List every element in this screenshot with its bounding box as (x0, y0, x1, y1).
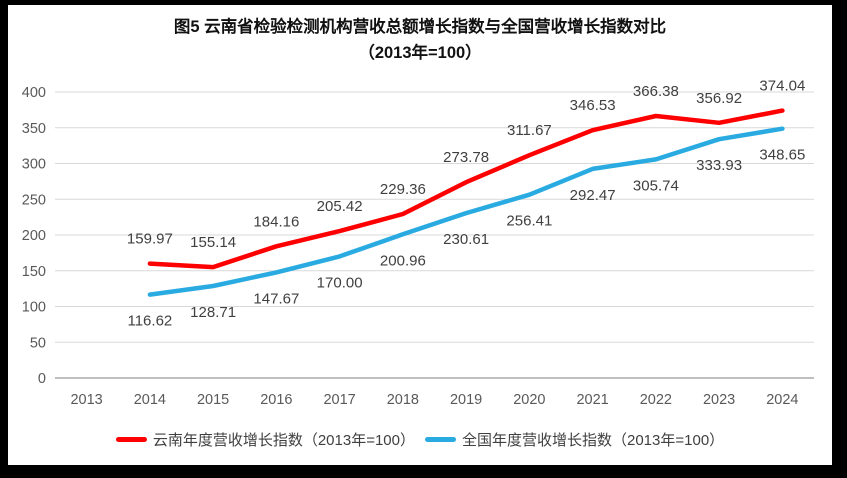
data-label: 116.62 (127, 313, 172, 330)
y-axis-tick-label: 0 (38, 371, 46, 387)
x-axis-tick-label: 2014 (134, 392, 166, 408)
data-label: 184.16 (253, 213, 299, 230)
data-label: 305.74 (633, 177, 679, 194)
data-label: 159.97 (127, 231, 173, 248)
legend-item-1: 全国年度营收增长指数（2013年=100） (425, 429, 724, 450)
data-label: 311.67 (507, 122, 552, 139)
legend-label: 全国年度营收增长指数（2013年=100） (462, 431, 725, 449)
data-label: 128.71 (190, 304, 236, 321)
x-axis-tick-label: 2023 (703, 392, 735, 408)
x-axis-tick-label: 2020 (513, 392, 545, 408)
line-chart: 0 50 100 150 200 250 300 350 400 2013 2014 2015 2016… (22, 78, 814, 408)
legend-line-marker (425, 436, 456, 442)
y-axis-tick-label: 300 (22, 157, 46, 173)
data-label: 200.96 (380, 252, 426, 269)
data-label: 170.00 (317, 274, 363, 291)
data-label: 374.04 (759, 78, 805, 95)
data-label: 230.61 (443, 231, 489, 248)
x-axis-tick-label: 2017 (323, 392, 355, 408)
data-label: 273.78 (443, 149, 489, 166)
data-label: 333.93 (696, 157, 742, 174)
data-label: 147.67 (253, 290, 299, 307)
chart-title-line2: （2013年=100） (358, 44, 482, 62)
legend-line-marker (115, 436, 147, 442)
y-axis-tick-label: 100 (22, 300, 46, 316)
x-axis-tick-label: 2024 (766, 392, 798, 408)
data-label: 229.36 (380, 181, 426, 198)
data-label: 346.53 (570, 97, 616, 114)
y-axis-tick-label: 200 (22, 228, 46, 244)
series-line-0 (147, 108, 785, 270)
x-axis-tick-label: 2018 (387, 392, 419, 408)
legend-item-0: 云南年度营收增长指数（2013年=100） (115, 429, 415, 450)
x-axis-tick-label: 2016 (260, 392, 292, 408)
data-label: 292.47 (570, 187, 616, 204)
chart-container: 图5 云南省检验检测机构营收总额增长指数与全国营收增长指数对比 （2013年=1… (8, 5, 832, 465)
data-label: 348.65 (759, 147, 805, 164)
chart-title: 图5 云南省检验检测机构营收总额增长指数与全国营收增长指数对比 （2013年=1… (8, 14, 832, 66)
chart-legend: 云南年度营收增长指数（2013年=100） 全国年度营收增长指数（2013年=10… (8, 428, 832, 450)
x-axis-tick-label: 2022 (640, 392, 672, 408)
y-axis-tick-label: 150 (22, 264, 46, 280)
data-label: 256.41 (506, 213, 552, 230)
y-axis-tick-label: 350 (22, 121, 46, 137)
y-axis-tick-label: 250 (22, 192, 46, 208)
data-label: 366.38 (633, 83, 679, 100)
data-label: 155.14 (190, 234, 236, 251)
x-axis-tick-label: 2013 (70, 392, 102, 408)
chart-title-line1: 图5 云南省检验检测机构营收总额增长指数与全国营收增长指数对比 (173, 18, 667, 36)
x-axis-tick-label: 2015 (197, 392, 229, 408)
legend-label: 云南年度营收增长指数（2013年=100） (152, 431, 415, 449)
x-axis-tick-label: 2021 (576, 392, 608, 408)
x-axis-tick-label: 2019 (450, 392, 482, 408)
series-line-1 (147, 126, 785, 297)
y-axis-tick-label: 400 (22, 85, 46, 101)
data-label: 356.92 (696, 90, 742, 107)
data-label: 205.42 (317, 198, 363, 215)
y-axis-tick-label: 50 (30, 335, 46, 351)
